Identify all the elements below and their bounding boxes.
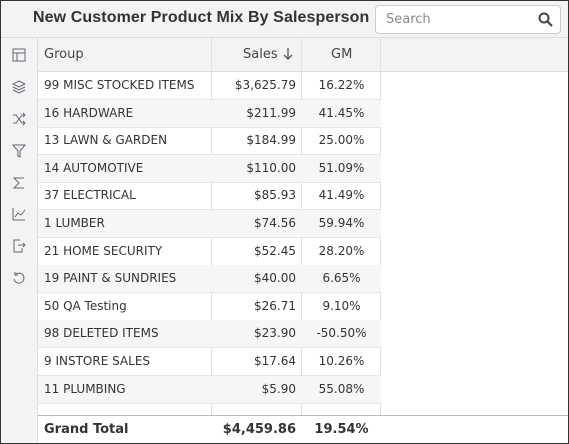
- table-row: [38, 182, 381, 211]
- sales-cell: $3,625.79: [234, 78, 296, 92]
- shuffle-icon[interactable]: [12, 112, 26, 126]
- sales-cell: $85.93: [254, 188, 296, 203]
- search-icon[interactable]: [538, 12, 553, 27]
- table-row: [38, 348, 381, 376]
- column-header[interactable]: Group: [44, 47, 84, 62]
- gm-cell: 51.09%: [318, 160, 365, 175]
- toolbar: [1, 38, 38, 443]
- sales-cell: $184.99: [246, 133, 296, 148]
- gm-cell: 6.65%: [322, 271, 361, 286]
- sales-cell: $4,459.86: [222, 422, 296, 437]
- gm-cell: 41.49%: [318, 188, 365, 203]
- gm-cell: 41.45%: [318, 105, 365, 120]
- search-box[interactable]: Search: [375, 5, 561, 34]
- gm-cell: 25.00%: [318, 133, 365, 148]
- gm-cell: 28.20%: [318, 243, 365, 258]
- filter-icon[interactable]: [12, 144, 26, 158]
- table-row: [38, 127, 381, 156]
- gm-cell: 9.10%: [322, 298, 361, 313]
- total-divider: [38, 415, 568, 416]
- title-bar: New Customer Product Mix By Salesperson …: [1, 1, 568, 38]
- gm-cell: -50.50%: [316, 326, 367, 341]
- sum-icon[interactable]: [12, 176, 26, 190]
- group-cell: 99 MISC STOCKED ITEMS: [44, 78, 195, 92]
- column-header[interactable]: GM: [331, 47, 353, 62]
- group-cell: Grand Total: [44, 422, 129, 437]
- group-cell: 16 HARDWARE: [44, 105, 134, 120]
- gm-cell: 16.22%: [318, 78, 365, 92]
- table-row: [38, 238, 381, 266]
- group-cell: 98 DELETED ITEMS: [44, 326, 159, 341]
- group-cell: 13 LAWN & GARDEN: [44, 133, 168, 148]
- group-cell: 21 HOME SECURITY: [44, 243, 163, 258]
- sales-cell: $23.90: [254, 326, 296, 341]
- group-cell: 14 AUTOMOTIVE: [44, 160, 144, 175]
- table-row: [38, 375, 381, 404]
- table-row: [38, 154, 381, 183]
- group-cell: 11 PLUMBING: [44, 381, 126, 396]
- gm-cell: 59.94%: [318, 216, 365, 230]
- export-icon[interactable]: [12, 239, 26, 253]
- reset-icon[interactable]: [12, 271, 26, 285]
- column-header[interactable]: Sales: [243, 47, 278, 62]
- table-row: [38, 72, 381, 100]
- group-cell: 9 INSTORE SALES: [44, 354, 151, 368]
- group-cell: 37 ELECTRICAL: [44, 188, 136, 203]
- gm-cell: 19.54%: [314, 422, 369, 437]
- table-row: [38, 320, 381, 349]
- sales-cell: $40.00: [254, 271, 296, 286]
- layers-icon[interactable]: [12, 80, 26, 94]
- sales-cell: $211.99: [246, 105, 296, 120]
- title: New Customer Product Mix By Salesperson: [33, 9, 370, 26]
- table-row: [38, 210, 381, 238]
- gm-cell: 55.08%: [318, 381, 365, 396]
- sales-cell: $26.71: [254, 298, 296, 313]
- group-cell: 1 LUMBER: [44, 216, 105, 230]
- gm-cell: 10.26%: [318, 354, 365, 368]
- chart-icon[interactable]: [12, 207, 26, 221]
- table-row: [38, 293, 381, 321]
- sales-cell: $5.90: [261, 381, 296, 396]
- sales-cell: $110.00: [246, 160, 296, 175]
- search-placeholder: Search: [386, 12, 431, 27]
- header-row: [38, 38, 568, 72]
- sales-cell: $52.45: [254, 243, 296, 258]
- sales-cell: $74.56: [254, 216, 296, 230]
- table-row: [38, 99, 381, 128]
- sort-arrow[interactable]: [283, 47, 293, 61]
- table-icon[interactable]: [12, 48, 26, 62]
- sales-cell: $17.64: [254, 354, 296, 368]
- table-row: [38, 265, 381, 294]
- group-cell: 50 QA Testing: [44, 298, 127, 313]
- group-cell: 19 PAINT & SUNDRIES: [44, 271, 177, 286]
